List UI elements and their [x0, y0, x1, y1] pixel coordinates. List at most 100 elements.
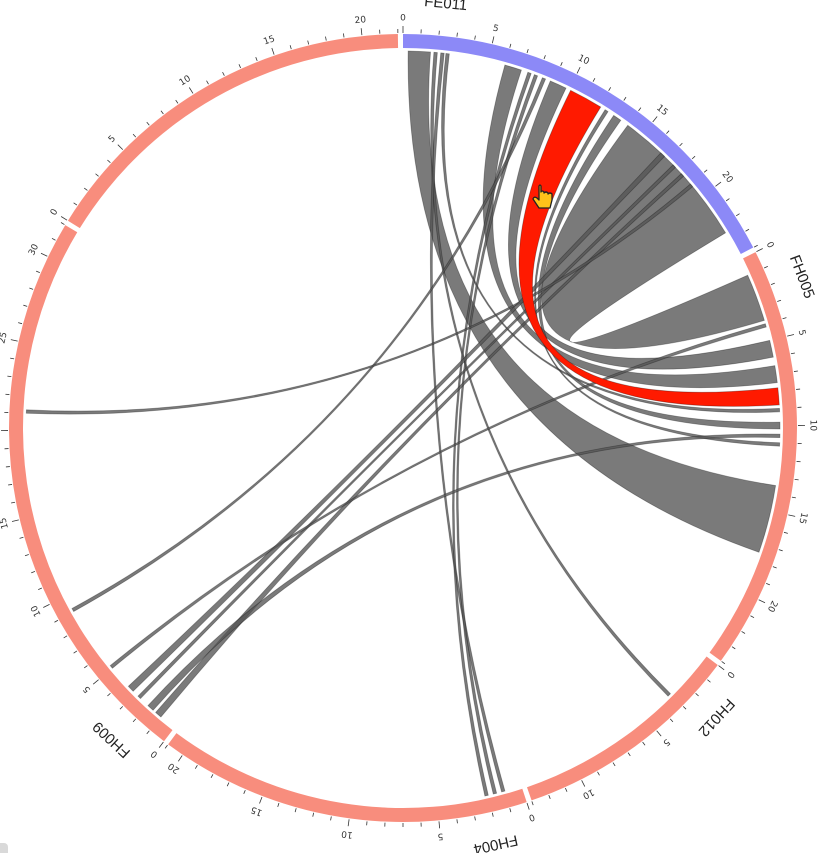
tick-mark	[289, 45, 292, 50]
tick-mark	[360, 28, 363, 36]
tick-mark	[682, 706, 687, 710]
segment-fe011-arc[interactable]	[403, 34, 754, 254]
tick-label: 10	[576, 53, 591, 67]
tick-mark	[794, 478, 799, 481]
tick-mark	[531, 801, 534, 806]
tick-mark	[638, 107, 642, 112]
tick-mark	[31, 571, 36, 574]
links-layer	[25, 50, 781, 797]
tick-mark	[347, 819, 350, 827]
tick-label: 15	[0, 516, 11, 529]
segment-label-fh004: FH004	[472, 831, 520, 853]
tick-label: 0	[764, 240, 776, 250]
tick-mark	[35, 270, 40, 274]
tick-mark	[188, 87, 194, 94]
tick-mark	[330, 816, 332, 821]
tick-label: 15	[654, 103, 669, 118]
tick-mark	[7, 375, 12, 378]
tick-mark	[741, 631, 746, 634]
tick-mark	[623, 96, 627, 101]
tick-label: 20	[719, 170, 734, 185]
tick-mark	[146, 121, 150, 126]
tick-mark	[238, 64, 241, 69]
tick-mark	[343, 33, 345, 38]
tick-mark	[782, 317, 787, 320]
link-ribbon[interactable]	[537, 114, 781, 430]
tick-mark	[54, 619, 59, 623]
tick-mark	[438, 821, 441, 829]
tick-mark	[95, 173, 99, 177]
tick-label: 5	[661, 736, 672, 747]
tick-mark	[259, 796, 263, 804]
tick-label: 20	[166, 760, 181, 775]
tick-mark	[60, 222, 65, 225]
tick-mark	[19, 536, 24, 539]
tick-label: 15	[262, 34, 276, 47]
link-ribbon[interactable]	[452, 71, 532, 797]
tick-label: 5	[492, 24, 500, 35]
tick-mark	[474, 816, 476, 821]
tick-mark	[758, 599, 766, 604]
tick-mark	[107, 693, 111, 697]
link-ribbon[interactable]	[441, 53, 781, 413]
ticks-layer: 0 5 10 15 20 0 5 10 15 20 0 5 10 0 5 10 15 20 0 5 10 15 20 25 30…	[0, 14, 818, 842]
link-ribbon[interactable]	[25, 183, 694, 415]
tick-mark	[560, 62, 563, 66]
tick-mark	[750, 615, 755, 619]
tick-mark	[117, 144, 124, 150]
tick-label: 0	[400, 14, 406, 24]
tick-mark	[83, 665, 88, 669]
tick-mark	[756, 248, 763, 253]
tick-mark	[526, 49, 529, 54]
tick-mark	[8, 484, 13, 486]
tick-label: 10	[807, 420, 817, 432]
link-ribbon[interactable]	[155, 173, 685, 718]
corner-mark	[0, 843, 8, 853]
tick-mark	[783, 531, 788, 534]
tick-mark	[63, 635, 68, 639]
link-ribbon[interactable]	[541, 124, 765, 349]
segment-fh004-arc[interactable]	[168, 733, 527, 822]
tick-label: 0	[49, 207, 61, 217]
link-ribbon[interactable]	[147, 433, 781, 711]
tick-label: 5	[82, 684, 93, 695]
tick-mark	[793, 370, 798, 372]
link-ribbon[interactable]	[109, 323, 767, 669]
tick-mark	[92, 679, 99, 685]
tick-label: 30	[27, 242, 41, 257]
segment-fh009-arc[interactable]	[9, 225, 173, 742]
segment-unlabeled-arc[interactable]	[67, 34, 399, 229]
segment-label-fh009: FH009	[89, 718, 133, 761]
tick-mark	[226, 782, 230, 787]
tick-mark	[474, 35, 476, 40]
tick-mark	[29, 287, 34, 290]
tick-mark	[83, 187, 88, 191]
tick-mark	[526, 802, 530, 810]
tick-mark	[721, 661, 726, 665]
tick-mark	[175, 99, 179, 104]
labels-layer: FE011 FH005 FH012 FH004 FH009	[89, 0, 817, 853]
tick-mark	[642, 741, 646, 746]
link-ribbon[interactable]	[71, 77, 547, 613]
tick-mark	[778, 549, 783, 552]
tick-mark	[271, 47, 275, 55]
segment-label-fe011: FE011	[423, 0, 468, 14]
segment-fh005-arc[interactable]	[709, 252, 797, 661]
tick-mark	[592, 78, 596, 82]
segment-fh012-arc[interactable]	[526, 656, 718, 801]
link-ribbon[interactable]	[508, 80, 774, 370]
tick-mark	[307, 40, 310, 45]
tick-mark	[60, 216, 68, 221]
tick-mark	[206, 80, 209, 85]
link-ribbon[interactable]	[456, 74, 539, 795]
tick-label: 5	[437, 831, 444, 841]
tick-mark	[718, 665, 725, 671]
link-ribbon[interactable]	[430, 51, 672, 697]
tick-mark	[456, 32, 458, 37]
link-ribbon[interactable]	[127, 152, 666, 692]
link-ribbon[interactable]	[137, 164, 676, 700]
tick-mark	[146, 730, 150, 735]
tick-mark	[791, 496, 796, 499]
tick-mark	[132, 718, 137, 723]
